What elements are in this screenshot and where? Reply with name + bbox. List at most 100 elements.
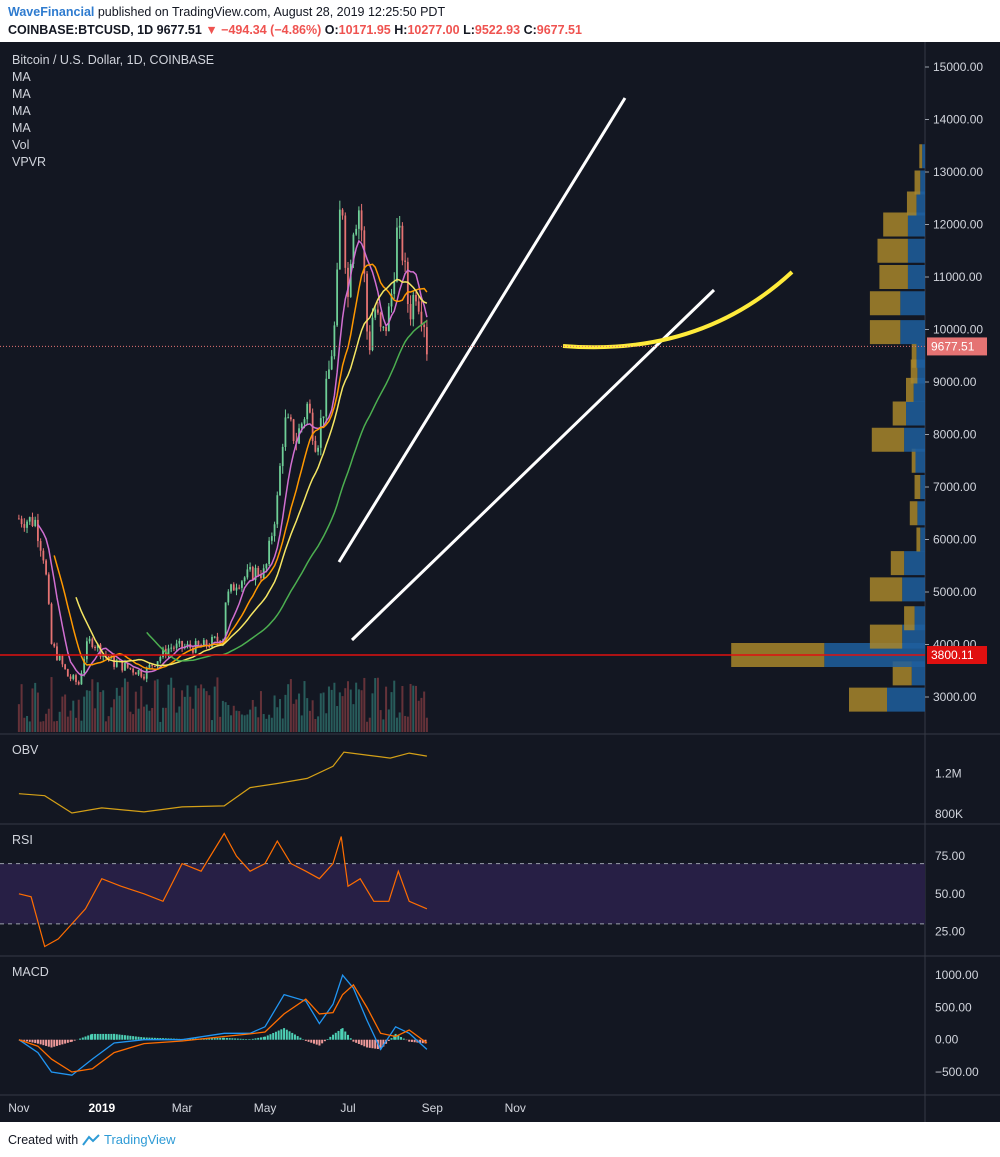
volume-profile-down-bar — [849, 687, 887, 712]
volume-profile-down-bar — [911, 343, 917, 368]
macd-histogram-bar — [326, 1039, 329, 1040]
price-axis-label: 8000.00 — [933, 428, 977, 442]
candle-body — [398, 225, 401, 228]
candle-body — [53, 643, 56, 647]
macd-histogram-bar — [70, 1039, 73, 1042]
macd-histogram-bar — [419, 1039, 422, 1043]
macd-pane-title: MACD — [12, 965, 49, 979]
volume-bar — [344, 688, 347, 732]
candle-body — [425, 327, 428, 355]
volume-bar — [66, 716, 69, 732]
volume-bar — [292, 703, 295, 732]
volume-bar — [276, 707, 279, 732]
volume-bar — [107, 716, 110, 732]
volume-bar — [47, 708, 50, 732]
macd-histogram-bar — [61, 1039, 64, 1045]
candle-body — [230, 584, 232, 592]
macd-histogram-bar — [239, 1038, 242, 1040]
macd-histogram-bar — [293, 1034, 296, 1040]
macd-histogram-bar — [156, 1037, 159, 1040]
candle-body — [232, 584, 235, 591]
volume-bar — [406, 716, 409, 732]
volume-profile-up-bar — [887, 687, 925, 712]
time-axis-label: Sep — [422, 1101, 444, 1115]
macd-histogram-bar — [387, 1039, 390, 1041]
candle-body — [216, 636, 219, 641]
macd-histogram-bar — [55, 1039, 58, 1046]
macd-histogram-bar — [66, 1039, 69, 1043]
macd-histogram-bar — [129, 1035, 132, 1040]
macd-histogram-bar — [159, 1038, 162, 1040]
macd-histogram-bar — [357, 1039, 360, 1044]
volume-profile-down-bar — [909, 501, 918, 526]
volume-bar — [197, 688, 200, 732]
volume-bar — [284, 694, 287, 732]
volume-bar — [279, 699, 281, 732]
volume-bar — [379, 710, 382, 732]
price-axis-label: 11000.00 — [933, 270, 982, 284]
candle-body — [178, 641, 181, 644]
candle-body — [279, 466, 281, 496]
macd-histogram-bar — [355, 1039, 358, 1043]
candle-body — [382, 326, 385, 328]
macd-histogram-bar — [274, 1031, 277, 1040]
volume-bar — [281, 718, 284, 732]
time-axis-label: Nov — [8, 1101, 29, 1115]
time-axis-label: 2019 — [88, 1101, 115, 1115]
volume-bar — [371, 693, 374, 732]
candle-body — [338, 209, 341, 270]
candle-body — [80, 673, 83, 685]
price-axis-label: 3000.00 — [933, 690, 977, 704]
volume-bar — [167, 684, 170, 732]
price-axis-label: 12000.00 — [933, 218, 983, 232]
obv-axis-label: 800K — [935, 807, 963, 821]
volume-profile-up-bar — [902, 577, 925, 602]
volume-bar — [151, 707, 154, 732]
macd-histogram-bar — [73, 1039, 76, 1041]
candle-body — [423, 324, 426, 328]
macd-histogram-bar — [189, 1038, 192, 1040]
candle-body — [66, 669, 69, 677]
macd-histogram-bar — [102, 1033, 105, 1040]
macd-histogram-bar — [341, 1028, 344, 1040]
macd-histogram-bar — [299, 1037, 302, 1040]
price-axis-label: 10000.00 — [933, 323, 983, 337]
volume-profile-down-bar — [910, 359, 918, 384]
tradingview-logo[interactable]: TradingView — [82, 1132, 176, 1147]
volume-profile-up-bar — [914, 606, 925, 631]
candle-body — [56, 646, 58, 661]
macd-histogram-bar — [234, 1038, 237, 1040]
volume-bar — [183, 696, 186, 732]
candle-body — [360, 210, 363, 231]
volume-bar — [243, 715, 246, 732]
macd-histogram-bar — [219, 1037, 222, 1040]
macd-histogram-bar — [323, 1039, 326, 1042]
macd-histogram-bar — [79, 1038, 82, 1040]
candle-body — [167, 648, 170, 656]
volume-bar — [417, 700, 420, 732]
volume-bar — [423, 691, 426, 732]
volume-bar — [102, 690, 105, 732]
volume-profile-down-bar — [911, 448, 916, 473]
macd-histogram-bar — [140, 1037, 143, 1040]
candle-body — [20, 518, 23, 525]
open-value: 10171.95 — [338, 23, 391, 37]
volume-profile-up-bar — [913, 377, 925, 402]
volume-bar — [390, 692, 393, 732]
volume-bar — [69, 710, 72, 732]
candle-body — [75, 675, 77, 682]
macd-histogram-bar — [123, 1035, 126, 1040]
volume-profile-up-bar — [900, 291, 925, 316]
macd-histogram-bar — [315, 1039, 318, 1045]
candle-body — [314, 440, 317, 452]
volume-bar — [34, 682, 37, 732]
candle-body — [181, 641, 183, 648]
author-link[interactable]: WaveFinancial — [8, 5, 95, 19]
candle-body — [23, 524, 26, 528]
volume-profile-down-bar — [919, 144, 923, 169]
chart-canvas[interactable]: 15000.00 14000.00 13000.00 12000.00 11000.00… — [0, 42, 1000, 1122]
macd-histogram-bar — [118, 1034, 121, 1040]
price-axis-label: 13000.00 — [933, 165, 983, 179]
high-label: H: — [394, 23, 408, 37]
macd-axis-label: 0.00 — [935, 1033, 959, 1047]
